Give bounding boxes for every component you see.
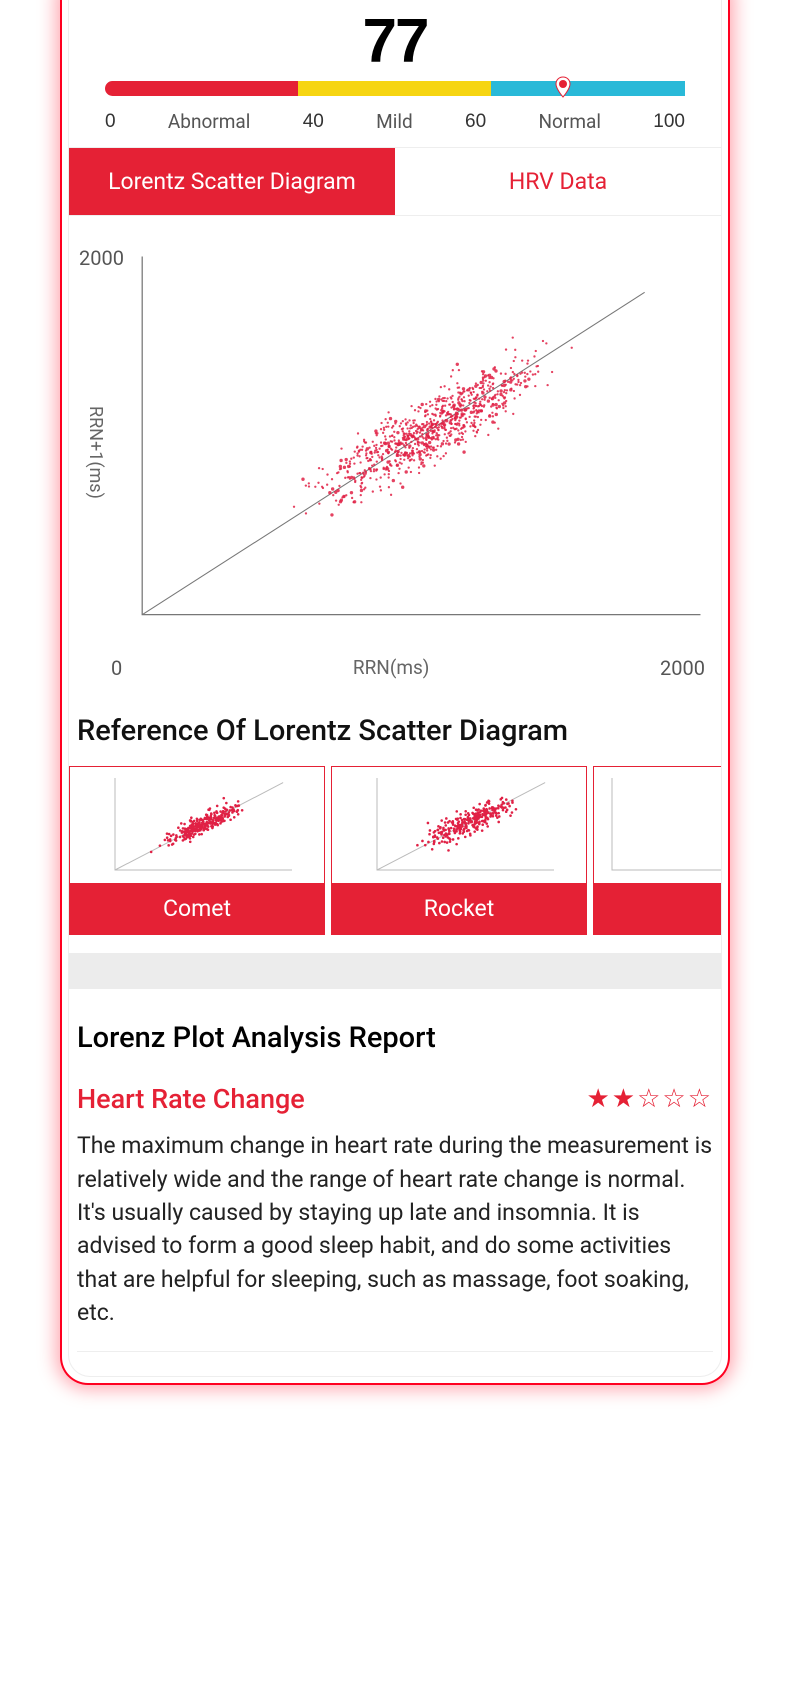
reference-title: Reference Of Lorentz Scatter Diagram xyxy=(69,690,721,766)
reference-thumb xyxy=(70,767,324,883)
tab-hrv-data[interactable]: HRV Data xyxy=(395,148,721,215)
gauge-segment xyxy=(105,81,298,96)
reference-card[interactable] xyxy=(593,766,721,935)
gauge-label-abnormal: Abnormal xyxy=(168,110,250,133)
reference-row[interactable]: CometRocket xyxy=(69,766,721,935)
report-divider xyxy=(77,1351,713,1352)
tab-lorentz-scatter[interactable]: Lorentz Scatter Diagram xyxy=(69,148,395,215)
scatter-svg xyxy=(79,246,711,646)
y-axis-max: 2000 xyxy=(79,246,124,270)
report-body: The maximum change in heart rate during … xyxy=(77,1115,713,1329)
reference-thumb xyxy=(332,767,586,883)
heart-health-index-value: 77 xyxy=(69,6,721,77)
gauge-marker-icon xyxy=(555,75,571,99)
gauge-tick-0: 0 xyxy=(105,111,116,133)
reference-thumb xyxy=(594,767,721,883)
gauge-label-mild: Mild xyxy=(376,110,413,133)
report-title: Lorenz Plot Analysis Report xyxy=(77,997,713,1083)
y-axis-label: RRN+1(ms) xyxy=(85,406,106,499)
section-separator xyxy=(69,953,721,989)
gauge-segment xyxy=(298,81,491,96)
health-gauge: 0 Abnormal 40 Mild 60 Normal 100 xyxy=(69,77,721,133)
gauge-tick-40: 40 xyxy=(303,111,324,133)
x-axis-min: 0 xyxy=(111,656,122,680)
x-axis-max: 2000 xyxy=(660,656,705,680)
gauge-tick-60: 60 xyxy=(465,111,486,133)
reference-card[interactable]: Comet xyxy=(69,766,325,935)
reference-card[interactable]: Rocket xyxy=(331,766,587,935)
reference-card-label xyxy=(594,883,721,934)
x-axis-label: RRN(ms) xyxy=(353,656,430,680)
gauge-segment xyxy=(491,81,685,96)
device-frame: Heart Health Index 77 0 Abnormal 40 Mild… xyxy=(60,0,730,1385)
lorentz-scatter-chart: 2000 RRN+1(ms) 0 RRN(ms) 2000 xyxy=(69,216,721,690)
rating-stars: ★★☆☆☆ xyxy=(586,1084,713,1114)
report-section-title: Heart Rate Change xyxy=(77,1083,305,1115)
reference-card-label: Comet xyxy=(70,883,324,934)
reference-card-label: Rocket xyxy=(332,883,586,934)
gauge-tick-100: 100 xyxy=(653,111,685,133)
gauge-label-normal: Normal xyxy=(539,110,601,133)
